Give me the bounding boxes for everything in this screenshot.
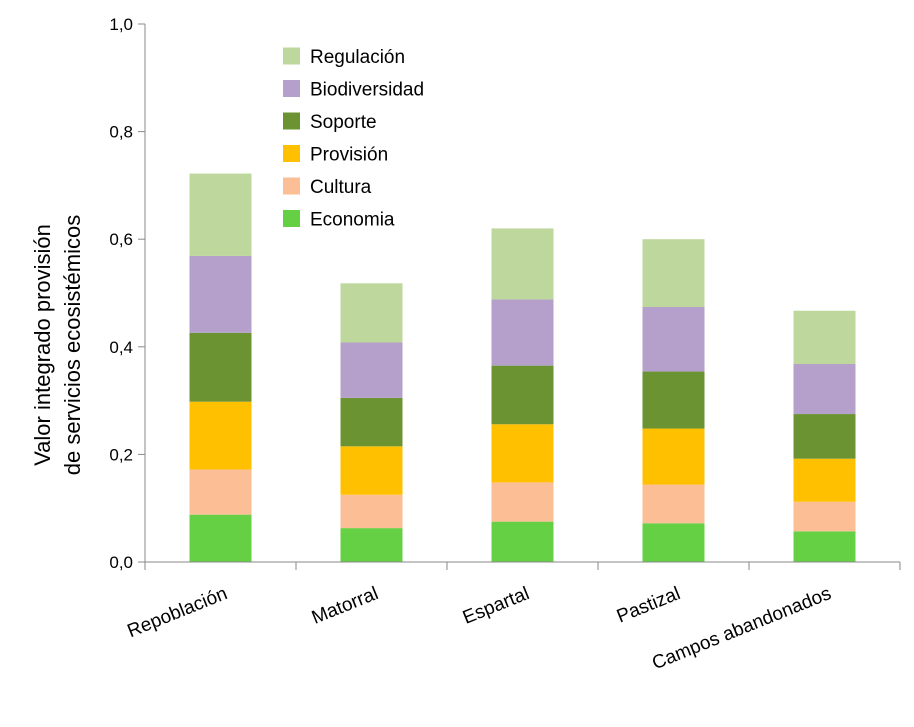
x-category-label: Repoblación <box>125 583 231 642</box>
bar-campos-abandonados-provision <box>793 458 856 502</box>
bar-repoblacion-cultura <box>189 469 252 515</box>
bar-matorral-regulacion <box>340 283 403 343</box>
bar-pastizal-cultura <box>642 484 705 524</box>
bar-repoblacion-biodiversidad <box>189 255 252 333</box>
bar-espartal-cultura <box>491 482 554 522</box>
legend-label-soporte: Soporte <box>310 112 377 133</box>
bar-matorral-provision <box>340 446 403 495</box>
bar-campos-abandonados-soporte <box>793 414 856 459</box>
y-tick-label: 0,6 <box>109 230 133 249</box>
y-tick-label: 0,2 <box>109 445 133 464</box>
legend-label-cultura: Cultura <box>310 177 372 198</box>
bar-matorral-economia <box>340 528 403 562</box>
legend-swatch-regulacion <box>283 47 300 65</box>
bar-campos-abandonados-cultura <box>793 501 856 532</box>
bar-campos-abandonados-regulacion <box>793 310 856 365</box>
legend-label-economia: Economia <box>310 210 395 231</box>
x-category-label: Espartal <box>460 583 532 629</box>
y-axis-title: Valor integrado provisión de servicios e… <box>30 215 85 475</box>
legend-label-regulacion: Regulación <box>310 47 405 68</box>
bar-matorral-soporte <box>340 397 403 447</box>
bar-espartal-provision <box>491 424 554 483</box>
y-axis-title-line-1: Valor integrado provisión <box>30 224 55 466</box>
bar-repoblacion-provision <box>189 401 252 470</box>
legend-swatch-cultura <box>283 177 300 195</box>
legend-swatch-economia <box>283 210 300 227</box>
x-category-label: Pastizal <box>614 583 684 627</box>
bar-matorral-cultura <box>340 494 403 529</box>
bar-matorral-biodiversidad <box>340 342 403 398</box>
bar-espartal-economia <box>491 521 554 562</box>
legend-label-provision: Provisión <box>310 145 388 166</box>
bar-espartal-soporte <box>491 365 554 425</box>
bar-repoblacion-regulacion <box>189 173 252 256</box>
bar-pastizal-soporte <box>642 371 705 429</box>
bar-pastizal-regulacion <box>642 239 705 307</box>
bar-repoblacion-soporte <box>189 332 252 402</box>
legend-swatch-biodiversidad <box>283 80 300 97</box>
bar-campos-abandonados-biodiversidad <box>793 364 856 415</box>
bar-espartal-regulacion <box>491 228 554 300</box>
legend: Regulación Biodiversidad Soporte Provisión C… <box>283 47 424 231</box>
y-axis-title-line-2: de servicios ecosistémicos <box>60 215 85 475</box>
y-tick-label: 0,4 <box>109 338 133 357</box>
x-category-label: Matorral <box>309 583 381 629</box>
bar-pastizal-biodiversidad <box>642 306 705 372</box>
bars-group <box>189 173 856 562</box>
y-tick-label: 0,0 <box>109 553 133 572</box>
bar-pastizal-economia <box>642 523 705 562</box>
legend-label-biodiversidad: Biodiversidad <box>310 80 424 101</box>
bar-campos-abandonados-economia <box>793 531 856 562</box>
bar-repoblacion-economia <box>189 514 252 562</box>
bar-espartal-biodiversidad <box>491 299 554 366</box>
legend-swatch-provision <box>283 145 300 162</box>
legend-swatch-soporte <box>283 112 300 130</box>
y-tick-label: 0,8 <box>109 123 133 142</box>
bar-pastizal-provision <box>642 428 705 485</box>
y-tick-label: 1,0 <box>109 15 133 34</box>
